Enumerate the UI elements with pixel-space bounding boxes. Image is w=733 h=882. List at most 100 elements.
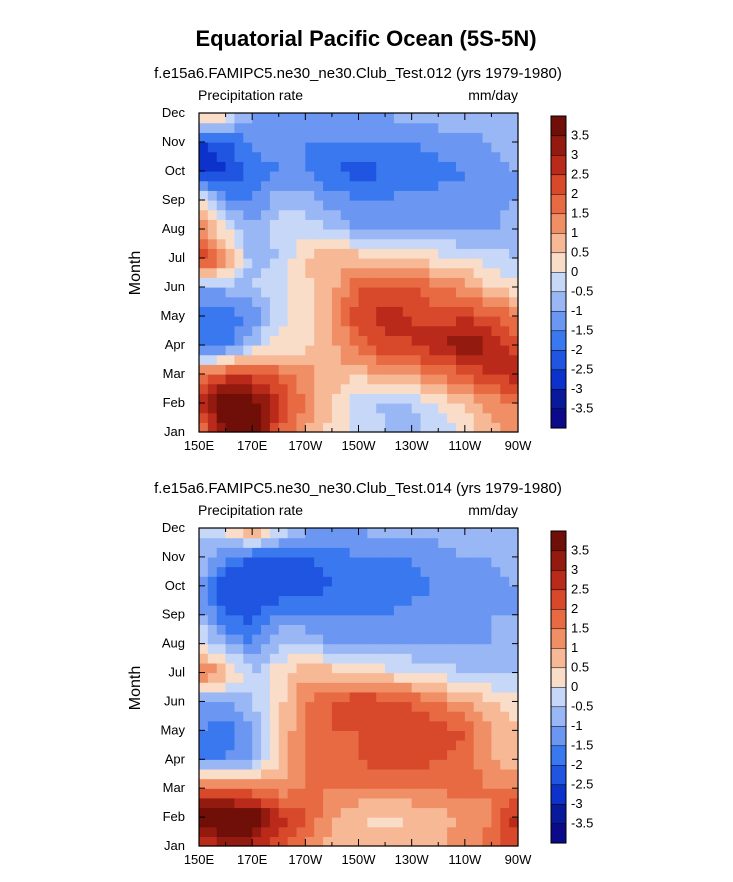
contour-cell <box>305 701 315 712</box>
contour-cell <box>252 528 262 539</box>
contour-cell <box>473 566 484 577</box>
contour-cell <box>429 682 439 693</box>
contour-cell <box>207 749 218 760</box>
contour-cell <box>269 672 280 683</box>
contour-cell <box>367 345 377 356</box>
contour-cell <box>438 788 448 799</box>
contour-cell <box>500 576 510 587</box>
contour-cell <box>323 826 333 837</box>
panel-2-axes: JanFebMarAprMayJunJulAugSepOctNovDec150E… <box>160 520 532 867</box>
contour-cell <box>269 547 280 558</box>
contour-cell <box>385 393 395 404</box>
contour-cell <box>509 672 519 683</box>
contour-cell <box>216 759 227 770</box>
contour-cell <box>438 585 448 597</box>
contour-cell <box>199 142 209 153</box>
contour-cell <box>393 653 404 664</box>
contour-cell <box>447 672 457 683</box>
contour-cell <box>199 778 209 789</box>
contour-cell <box>420 778 430 789</box>
contour-cell <box>305 634 315 645</box>
contour-cell <box>455 778 466 789</box>
contour-cell <box>447 749 457 760</box>
contour-cell <box>482 122 493 133</box>
contour-cell <box>216 556 227 568</box>
contour-cell <box>216 605 227 616</box>
contour-cell <box>411 662 422 674</box>
contour-cell <box>243 537 253 548</box>
contour-cell <box>287 161 298 172</box>
contour-cell <box>438 422 448 433</box>
contour-cell <box>234 653 244 664</box>
contour-cell <box>482 200 493 211</box>
contour-cell <box>287 171 298 182</box>
contour-cell <box>473 296 484 307</box>
contour-cell <box>199 383 209 394</box>
contour-cell <box>509 335 519 346</box>
contour-cell <box>331 778 342 789</box>
contour-cell <box>216 132 227 143</box>
contour-cell <box>385 528 395 539</box>
contour-cell <box>482 643 493 654</box>
colorbar-box <box>550 647 567 669</box>
contour-cell <box>225 142 236 153</box>
contour-cell <box>216 190 227 201</box>
contour-cell <box>367 566 377 577</box>
contour-cell <box>385 190 395 201</box>
contour-cell <box>305 826 315 837</box>
contour-cell <box>509 248 519 259</box>
contour-cell <box>482 528 493 539</box>
contour-cell <box>305 403 315 414</box>
contour-cell <box>261 345 271 356</box>
contour-cell <box>411 711 422 722</box>
contour-cell <box>500 306 510 317</box>
colorbar-label: 0.5 <box>571 245 589 260</box>
contour-cell <box>287 190 298 201</box>
contour-cell <box>411 585 422 597</box>
contour-cell <box>278 797 289 809</box>
contour-cell <box>207 383 218 394</box>
contour-cell <box>402 672 413 683</box>
contour-cell <box>376 209 386 220</box>
contour-cell <box>216 200 227 211</box>
contour-cell <box>243 740 253 751</box>
contour-cell <box>491 171 501 182</box>
contour-cell <box>216 537 227 548</box>
contour-cell <box>367 730 377 741</box>
contour-cell <box>234 122 244 133</box>
contour-cell <box>393 817 404 828</box>
contour-cell <box>455 672 466 683</box>
contour-cell <box>509 403 519 414</box>
contour-cell <box>509 662 519 674</box>
contour-cell <box>331 393 342 404</box>
contour-cell <box>464 691 475 703</box>
contour-cell <box>447 643 457 654</box>
contour-cell <box>243 374 253 385</box>
contour-cell <box>509 296 519 307</box>
contour-cell <box>278 662 289 674</box>
contour-cell <box>367 740 377 751</box>
contour-cell <box>447 296 457 307</box>
contour-cell <box>438 287 448 298</box>
contour-cell <box>349 711 360 722</box>
contour-cell <box>287 537 298 548</box>
contour-cell <box>225 778 236 789</box>
contour-cell <box>278 325 289 336</box>
contour-cell <box>509 354 519 365</box>
contour-cell <box>455 682 466 693</box>
contour-cell <box>358 374 368 385</box>
contour-cell <box>199 248 209 259</box>
contour-cell <box>305 151 315 162</box>
contour-cell <box>261 556 271 568</box>
contour-cell <box>323 797 333 809</box>
contour-cell <box>199 325 209 336</box>
contour-cell <box>473 354 484 365</box>
contour-cell <box>473 383 484 394</box>
contour-cell <box>482 730 493 741</box>
contour-cell <box>340 403 351 414</box>
contour-cell <box>464 142 475 153</box>
contour-cell <box>482 161 493 172</box>
contour-cell <box>491 740 501 751</box>
contour-cell <box>402 316 413 327</box>
contour-cell <box>509 209 519 220</box>
